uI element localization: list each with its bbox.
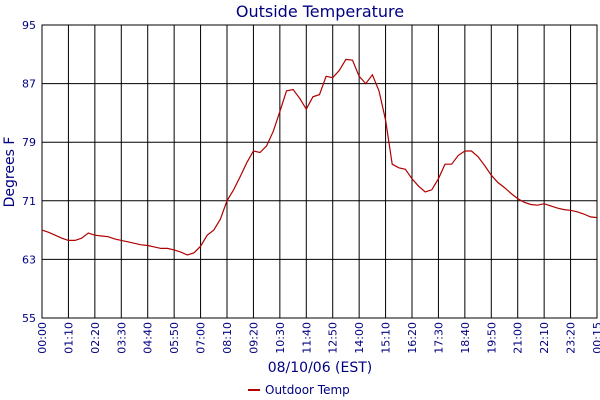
x-tick-label: 05:50: [168, 322, 181, 354]
x-tick-label: 15:10: [380, 322, 393, 354]
y-tick-label: 95: [22, 19, 36, 32]
x-tick-label: 19:50: [485, 322, 498, 354]
x-tick-label: 23:20: [565, 322, 578, 354]
x-tick-label: 00:00: [36, 322, 49, 354]
y-tick-label: 71: [22, 195, 36, 208]
y-tick-label: 79: [22, 136, 36, 149]
x-tick-label: 07:00: [195, 322, 208, 354]
x-tick-label: 21:00: [512, 322, 525, 354]
x-tick-label: 04:40: [142, 322, 155, 354]
data-line: [41, 58, 598, 256]
y-tick-label: 87: [22, 78, 36, 91]
x-tick-label: 09:20: [247, 322, 260, 354]
x-tick-label: 12:50: [327, 322, 340, 354]
x-tick-label: 18:40: [459, 322, 472, 354]
x-tick-label: 22:10: [538, 322, 551, 354]
x-axis-label: 08/10/06 (EST): [268, 360, 373, 376]
x-tick-label: 14:00: [353, 322, 366, 354]
x-tick-label: 03:30: [115, 322, 128, 354]
x-tick-label: 17:30: [432, 322, 445, 354]
plot-area: [41, 24, 598, 319]
x-tick-label: 08:10: [221, 322, 234, 354]
y-tick-label: 55: [22, 312, 36, 325]
legend-label: Outdoor Temp: [265, 383, 350, 397]
x-tick-label: 01:10: [62, 322, 75, 354]
y-tick-label: 63: [22, 253, 36, 266]
y-axis-label: Degrees F: [2, 137, 18, 208]
x-tick-label: 16:20: [406, 322, 419, 354]
x-tick-label: 11:40: [300, 322, 313, 354]
x-tick-label: 02:20: [89, 322, 102, 354]
chart-title: Outside Temperature: [236, 2, 404, 21]
x-tick-label: 00:15: [591, 322, 600, 354]
x-tick-label: 10:30: [274, 322, 287, 354]
